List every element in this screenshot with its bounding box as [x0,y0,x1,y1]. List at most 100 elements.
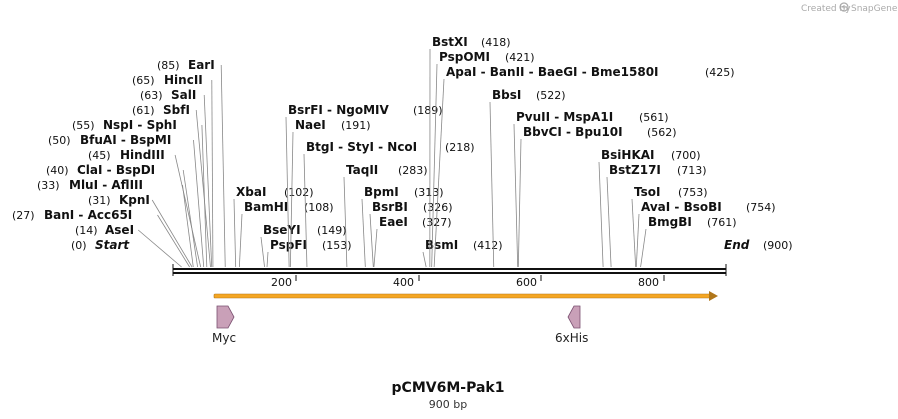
site-name: ClaI - BspDI [77,163,155,177]
site-position: (753) [678,186,708,199]
site-position: (0) [71,239,87,252]
site-label[interactable]: BpmI (313) [364,185,444,199]
site-position: (33) [37,179,60,192]
site-position: (522) [536,89,566,102]
site-connector-line [182,184,194,268]
site-name: BpmI [364,185,399,199]
site-connector-line [260,236,265,268]
site-connector-line [606,176,612,268]
site-label[interactable]: (31) KpnI [88,193,150,207]
site-label[interactable]: (61) SbfI [132,103,190,117]
credit-brand: SnapGene [851,4,898,14]
site-label[interactable]: BbvCI - Bpu10I (562) [523,125,677,139]
site-label[interactable]: BsrFI - NgoMIV (189) [288,103,443,117]
site-label[interactable]: AvaI - BsoBI (754) [641,200,776,214]
site-connector-line [285,116,290,268]
feature-6xhis[interactable]: 6xHis [555,305,588,345]
site-label[interactable]: BsiHKAI (700) [601,148,701,162]
site-label[interactable]: EaeI (327) [379,215,452,229]
site-label[interactable]: (63) SalI [140,88,196,102]
site-label[interactable]: (40) ClaI - BspDI [46,163,155,177]
site-name: EaeI [379,215,408,229]
site-connector-line [422,251,427,268]
site-position: (102) [284,186,314,199]
site-label[interactable]: (85) EarI [157,58,215,72]
site-position: (326) [423,201,453,214]
site-connector-line [238,213,243,268]
site-connector-line [193,139,205,268]
site-connector-line [182,169,198,268]
site-label[interactable]: TsoI (753) [634,185,708,199]
site-label[interactable]: (45) HindIII [88,148,165,162]
site-position: (61) [132,104,155,117]
site-label[interactable]: BamHI (108) [244,200,334,214]
site-name: BamHI [244,200,288,214]
site-label[interactable]: BsrBI (326) [372,200,453,214]
site-label[interactable]: (27) BanI - Acc65I [12,208,132,222]
site-position: (561) [639,111,669,124]
feature-myc[interactable]: Myc [212,305,236,345]
orf-arrow[interactable] [213,291,718,301]
plasmid-size: 900 bp [429,398,467,411]
site-label[interactable]: PspOMI (421) [439,50,535,64]
site-connector-line [151,199,193,268]
site-connector-line [373,228,378,268]
site-label[interactable]: BmgBI (761) [648,215,737,229]
site-label[interactable]: BstXI (418) [432,35,511,49]
site-label[interactable]: NaeI (191) [295,118,371,132]
site-position: (149) [317,224,347,237]
site-label[interactable]: TaqII (283) [346,163,428,177]
site-label[interactable]: (14) AseI [75,223,134,237]
site-label[interactable]: PvuII - MspA1I (561) [516,110,669,124]
site-label[interactable]: ApaI - BanII - BaeGI - Bme1580I (425) [446,65,735,79]
site-name: KpnI [119,193,150,207]
site-label[interactable]: End (900) [724,238,793,252]
site-label[interactable]: BbsI (522) [492,88,566,102]
site-connector-line [433,78,445,268]
site-name: Start [95,238,130,252]
site-position: (55) [72,119,95,132]
site-name: BfuAI - BspMI [80,133,171,147]
site-name: SbfI [163,103,190,117]
site-connectors: (0) Start(14) AseI (27) BanI - Acc65I(31) Kpn… [12,35,793,268]
site-connector-line [203,94,213,268]
site-label[interactable]: XbaI (102) [236,185,314,199]
site-label[interactable]: (55) NspI - SphI [72,118,177,132]
site-label[interactable]: (33) MluI - AflIII [37,178,143,192]
site-connector-line [266,251,269,268]
site-label[interactable]: BtgI - StyI - NcoI (218) [306,140,475,154]
site-name: BanI - Acc65I [44,208,132,222]
site-position: (700) [671,149,701,162]
site-position: (754) [746,201,776,214]
site-label[interactable]: BseYI (149) [263,223,347,237]
orf-arrowhead [709,291,718,301]
myc-feature-arrow[interactable] [216,305,235,329]
ruler-tick-label: 800 [638,276,659,289]
site-name: MluI - AflIII [69,178,143,192]
site-name: BsrFI - NgoMIV [288,103,389,117]
site-label[interactable]: BsmI (412) [425,238,503,252]
site-position: (45) [88,149,111,162]
site-name: ApaI - BanII - BaeGI - Bme1580I [446,65,659,79]
site-connector-line [343,176,348,268]
site-name: BtgI - StyI - NcoI [306,140,417,154]
site-connector-line [195,109,211,268]
site-label[interactable]: (65) HincII [132,73,203,87]
site-name: BstXI [432,35,468,49]
site-position: (27) [12,209,35,222]
site-label[interactable]: (50) BfuAI - BspMI [48,133,171,147]
site-connector-line [517,138,522,268]
plasmid-title: pCMV6M-Pak1 [392,380,505,396]
site-name: BmgBI [648,215,692,229]
site-position: (412) [473,239,503,252]
site-name: SalI [171,88,196,102]
site-label[interactable]: (0) Start [71,238,130,252]
site-connector-line [233,198,237,268]
site-label[interactable]: BstZ17I (713) [609,163,707,177]
site-label[interactable]: PspFI (153) [270,238,352,252]
6xhis-feature-arrow[interactable] [567,305,581,329]
site-position: (900) [763,239,793,252]
site-name: BstZ17I [609,163,661,177]
site-connector-line [289,131,294,268]
orf-bar[interactable] [213,293,711,299]
